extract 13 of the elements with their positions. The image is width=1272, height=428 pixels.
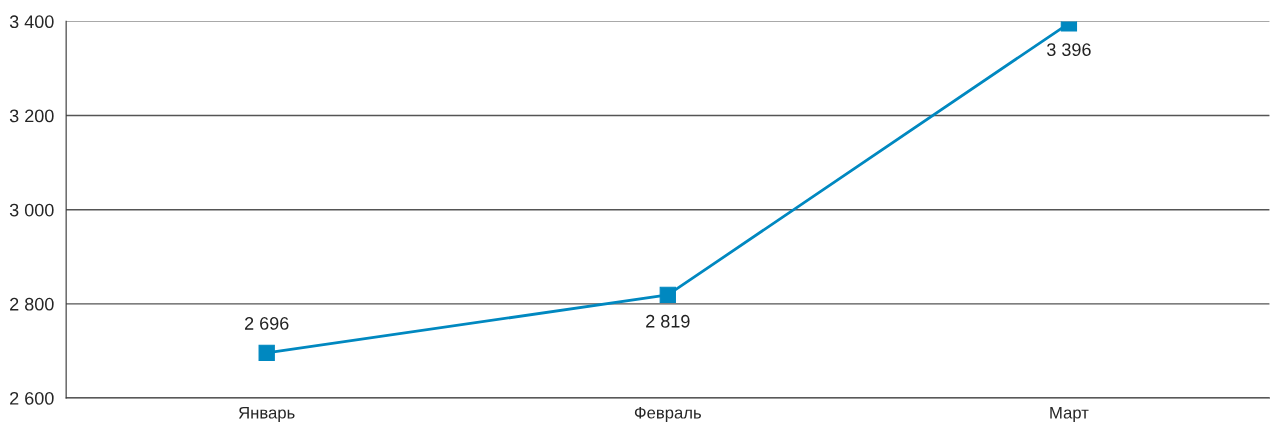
y-tick-label: 3 400 xyxy=(9,15,54,29)
y-tick-label: 3 200 xyxy=(9,109,54,123)
y-tick-label: 2 800 xyxy=(10,297,54,311)
x-tick-label: Февраль xyxy=(634,406,701,422)
y-tick-label: 3 000 xyxy=(9,203,54,217)
data-label: 2 819 xyxy=(646,314,690,328)
point xyxy=(258,344,275,361)
data-label: 2 696 xyxy=(245,317,289,330)
x-tick-label: Март xyxy=(1050,406,1089,422)
point xyxy=(659,286,676,304)
data-label: 3 396 xyxy=(1047,43,1091,56)
x-tick-label: Январь xyxy=(238,406,295,422)
y-tick-label: 2 600 xyxy=(10,391,54,405)
